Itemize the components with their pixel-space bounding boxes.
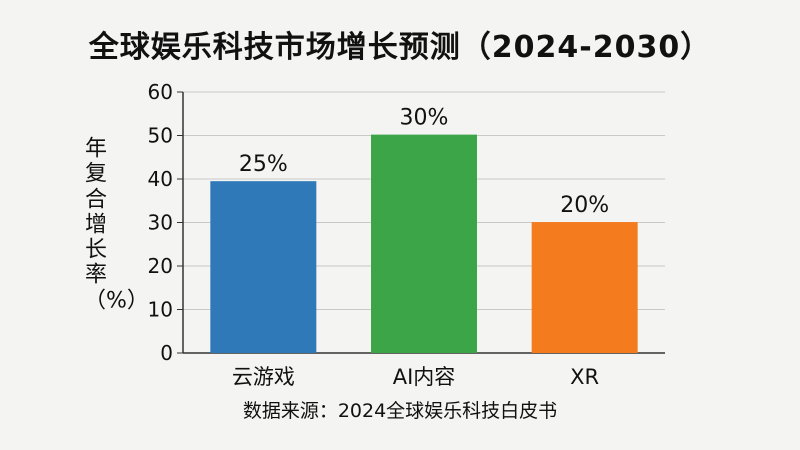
category-label: 云游戏 xyxy=(232,365,295,389)
bar-0 xyxy=(210,181,317,353)
y-axis-label-text: 年复合增长率（%） xyxy=(84,136,149,314)
y-tick-label: 40 xyxy=(148,167,173,191)
category-label: XR xyxy=(570,365,599,389)
y-tick-label: 30 xyxy=(148,211,173,235)
bar-2 xyxy=(531,222,638,353)
y-tick-label: 50 xyxy=(148,124,173,148)
bar-1 xyxy=(371,134,477,353)
data-label: 30% xyxy=(400,106,449,131)
chart-title: 全球娱乐科技市场增长预测（2024-2030） xyxy=(88,30,712,65)
y-tick-label: 20 xyxy=(148,254,173,278)
data-label: 20% xyxy=(560,193,609,218)
category-label: AI内容 xyxy=(393,365,456,389)
y-axis-label: 年复合增长率（%） xyxy=(84,136,149,314)
y-tick-label: 10 xyxy=(148,298,173,322)
data-label: 25% xyxy=(239,152,288,177)
y-tick-label: 0 xyxy=(160,341,173,365)
source-note: 数据来源：2024全球娱乐科技白皮书 xyxy=(242,400,558,422)
y-tick-label: 60 xyxy=(148,80,173,104)
